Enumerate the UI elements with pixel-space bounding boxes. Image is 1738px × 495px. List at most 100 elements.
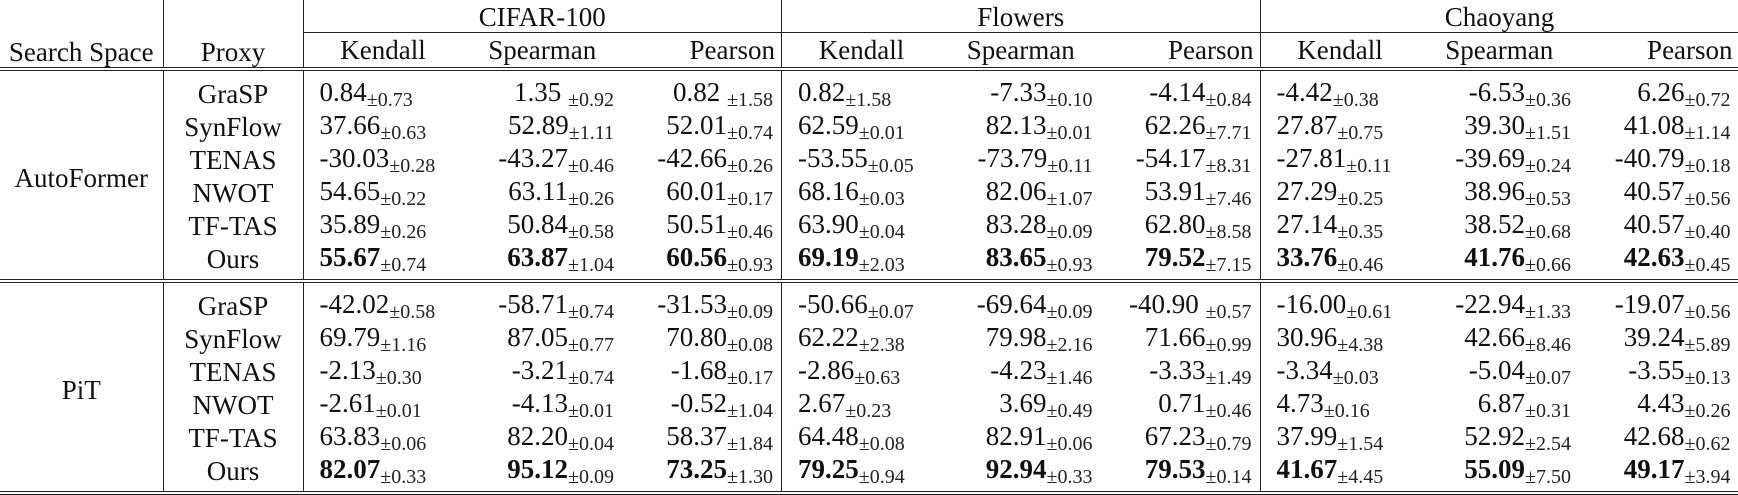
mean-value: -1.68 <box>670 355 728 385</box>
std-value: ±0.92 <box>568 89 614 111</box>
std-value: ±1.33 <box>1525 301 1572 323</box>
mean-value: 52.89 <box>508 110 569 140</box>
value-cell: -5.04±0.07 <box>1420 355 1580 389</box>
std-value: ±0.26 <box>727 155 773 177</box>
mean-value: 62.22 <box>798 322 859 352</box>
mean-value: -4.23 <box>990 355 1047 385</box>
value-cell: 79.53±0.14 <box>1100 454 1261 493</box>
value-cell: 68.16±0.03 <box>782 176 942 210</box>
std-value: ±0.09 <box>568 466 614 488</box>
std-value: ±8.31 <box>1205 155 1252 177</box>
std-value: ±0.30 <box>375 367 422 389</box>
mean-value: 39.30 <box>1464 110 1526 140</box>
std-value: ±0.62 <box>1684 433 1731 455</box>
std-value: ±0.17 <box>727 188 773 210</box>
mean-value: -27.81 <box>1276 143 1347 173</box>
std-value: ±1.58 <box>727 89 773 111</box>
mean-value: 63.87 <box>507 242 569 272</box>
value-cell: -53.55±0.05 <box>782 143 942 177</box>
mean-value: 82.13 <box>985 110 1047 140</box>
value-cell: 62.59±0.01 <box>782 110 942 144</box>
value-cell: 42.66±8.46 <box>1420 322 1580 356</box>
mean-value: 95.12 <box>507 454 569 484</box>
std-value: ±0.26 <box>380 221 427 243</box>
mean-value: -4.14 <box>1149 77 1206 107</box>
table-header: Search Space Proxy CIFAR-100 Flowers Cha… <box>0 0 1738 69</box>
mean-value: -42.02 <box>319 289 390 319</box>
table-row: TENAS -30.03±0.28 -43.27±0.46 -42.66±0.26 -5… <box>0 143 1738 177</box>
std-value: ±0.53 <box>1525 188 1572 210</box>
mean-value: 54.65 <box>319 176 381 206</box>
value-cell: 95.12±0.09 <box>463 454 623 493</box>
mean-value: 64.48 <box>798 421 859 451</box>
mean-value: 87.05 <box>507 322 569 352</box>
mean-value: 41.08 <box>1623 110 1685 140</box>
std-value: ±0.09 <box>727 301 773 323</box>
value-cell: -42.02±0.58 <box>303 279 463 323</box>
std-value: ±0.58 <box>568 221 614 243</box>
std-value: ±0.77 <box>568 334 614 356</box>
header-metric: Kendall <box>340 35 426 65</box>
mean-value: 27.14 <box>1276 209 1338 239</box>
value-cell: 4.43±0.26 <box>1579 388 1738 422</box>
mean-value: -5.04 <box>1468 355 1526 385</box>
value-cell: 37.66±0.63 <box>303 110 463 144</box>
mean-value: 55.09 <box>1464 454 1526 484</box>
mean-value: 92.94 <box>985 454 1047 484</box>
mean-value: -2.61 <box>319 388 376 418</box>
value-cell: 54.65±0.22 <box>303 176 463 210</box>
mean-value: 63.83 <box>319 421 381 451</box>
mean-value: 71.66 <box>1144 322 1206 352</box>
value-cell: 27.87±0.75 <box>1260 110 1420 144</box>
std-value: ±0.04 <box>568 433 614 455</box>
std-value: ±0.63 <box>380 122 427 144</box>
value-cell: 62.80±8.58 <box>1100 209 1261 243</box>
std-value: ±1.16 <box>380 334 427 356</box>
mean-value: 63.90 <box>798 209 859 239</box>
value-cell: 92.94±0.33 <box>941 454 1101 493</box>
std-value: ±7.50 <box>1525 466 1572 488</box>
proxy-label: TF-TAS <box>163 421 304 454</box>
std-value: ±0.22 <box>380 188 427 210</box>
std-value: ±1.07 <box>1046 188 1093 210</box>
mean-value: 58.37 <box>666 421 728 451</box>
mean-value: -54.17 <box>1135 143 1206 173</box>
mean-value: 4.43 <box>1637 388 1685 418</box>
value-cell: -7.33±0.10 <box>941 67 1101 111</box>
mean-value: 62.80 <box>1144 209 1206 239</box>
std-value: ±0.93 <box>727 254 773 276</box>
std-value: ±0.46 <box>1337 254 1384 276</box>
mean-value: 42.63 <box>1623 242 1685 272</box>
std-value: ±0.72 <box>1684 89 1731 111</box>
std-value: ±4.45 <box>1337 466 1384 488</box>
std-value: ±0.58 <box>389 301 436 323</box>
value-cell: -39.69±0.24 <box>1420 143 1580 177</box>
mean-value: 3.69 <box>999 388 1047 418</box>
value-cell: 82.06±1.07 <box>941 176 1101 210</box>
value-cell: 0.82±1.58 <box>781 67 941 111</box>
value-cell: 30.96±4.38 <box>1260 322 1420 356</box>
mean-value: 52.92 <box>1464 421 1526 451</box>
std-value: ±1.11 <box>568 122 614 144</box>
mean-value: -69.64 <box>976 289 1047 319</box>
search-space-label: PiT <box>0 279 164 493</box>
mean-value: 62.59 <box>798 110 859 140</box>
std-value: ±1.04 <box>727 400 773 422</box>
value-cell: -22.94±1.33 <box>1419 279 1580 323</box>
value-cell: -40.79±0.18 <box>1579 143 1738 177</box>
std-value: ±0.31 <box>1525 400 1572 422</box>
value-cell: 33.76±0.46 <box>1260 242 1420 281</box>
mean-value: 79.52 <box>1144 242 1206 272</box>
mean-value: 0.71 <box>1158 388 1206 418</box>
value-cell: -2.13±0.30 <box>303 355 463 389</box>
value-cell: 70.80±0.08 <box>622 322 782 356</box>
value-cell: -19.07±0.56 <box>1579 279 1738 323</box>
std-value: ±0.07 <box>867 301 914 323</box>
mean-value: 69.79 <box>319 322 381 352</box>
value-cell: 69.19±2.03 <box>782 242 942 281</box>
std-value: ±0.13 <box>1684 367 1731 389</box>
mean-value: 82.91 <box>985 421 1047 451</box>
mean-value: 63.11 <box>508 176 569 206</box>
std-value: ±0.09 <box>1046 221 1093 243</box>
std-value: ±0.75 <box>1337 122 1384 144</box>
